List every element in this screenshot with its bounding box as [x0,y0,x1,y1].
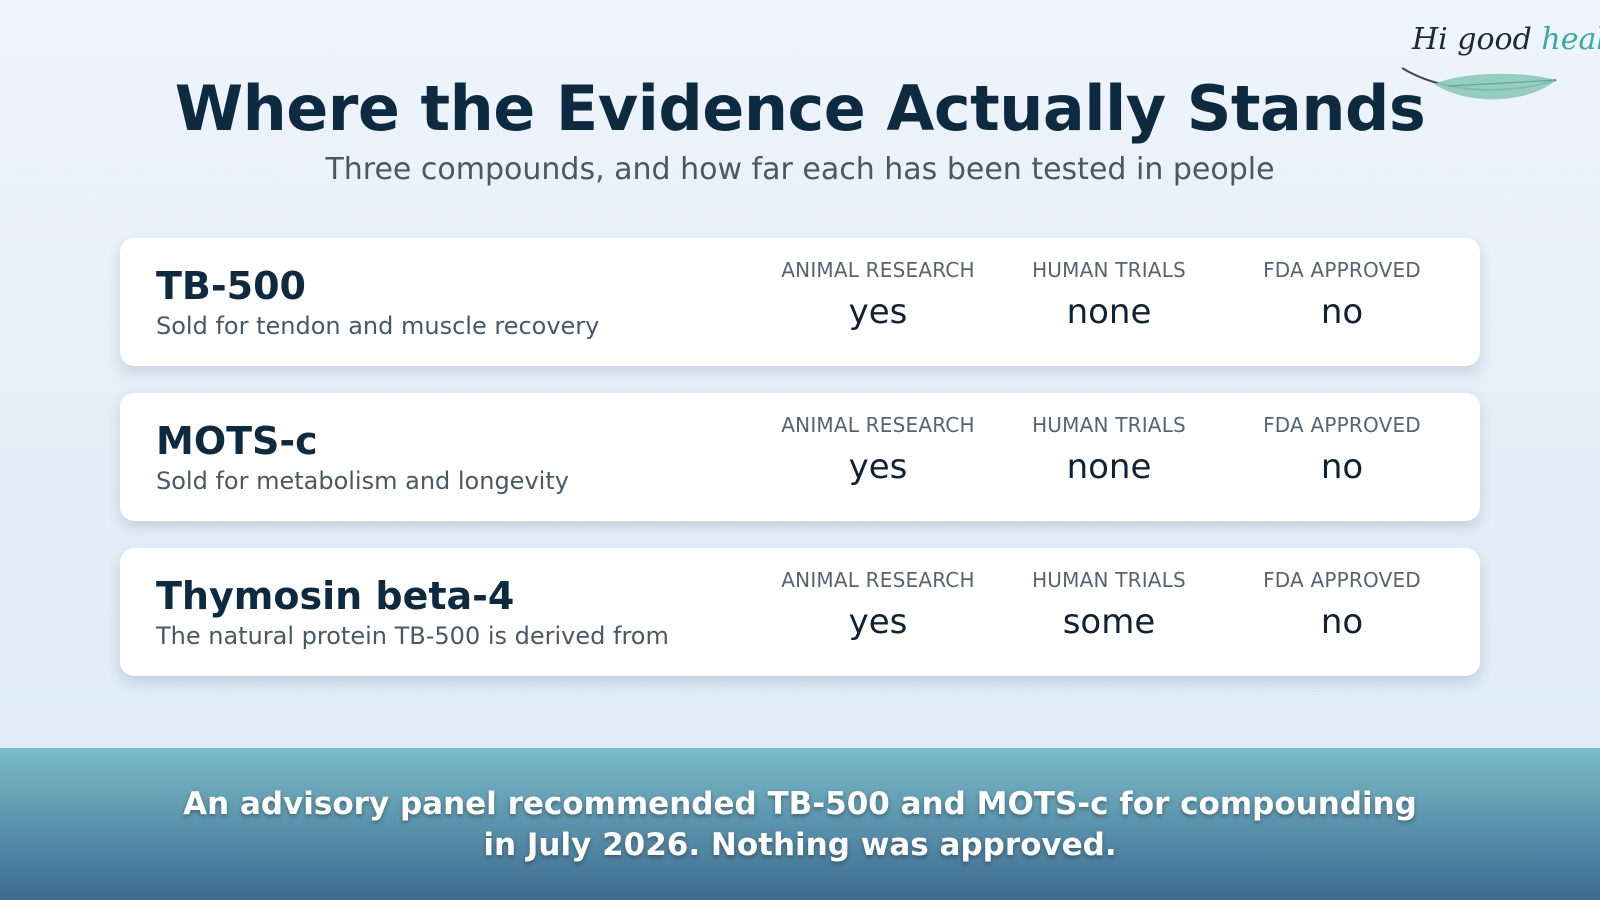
column-label: HUMAN TRIALS [1032,568,1186,592]
caption-text: An advisory panel recommended TB-500 and… [0,784,1600,866]
caption-banner: An advisory panel recommended TB-500 and… [0,748,1600,900]
animal-research-value: yes [848,447,908,487]
compound-list: TB-500 Sold for tendon and muscle recove… [120,238,1480,703]
logo-hi-text: Hi good [1412,22,1532,57]
column-label: HUMAN TRIALS [1032,413,1186,437]
caption-line-1: An advisory panel recommended TB-500 and… [183,786,1417,822]
animal-research-value: yes [848,602,908,642]
animal-research-cell: ANIMAL RESEARCH yes [763,258,993,332]
animal-research-cell: ANIMAL RESEARCH yes [763,568,993,642]
human-trials-value: some [1062,602,1156,642]
column-label: ANIMAL RESEARCH [781,258,975,282]
compound-name: MOTS-c [156,419,318,463]
fda-approved-value: no [1320,292,1364,332]
animal-research-cell: ANIMAL RESEARCH yes [763,413,993,487]
fda-approved-cell: FDA APPROVED no [1227,413,1457,487]
human-trials-cell: HUMAN TRIALS none [994,413,1224,487]
column-label: ANIMAL RESEARCH [781,413,975,437]
fda-approved-cell: FDA APPROVED no [1227,568,1457,642]
fda-approved-value: no [1320,447,1364,487]
column-label: FDA APPROVED [1263,568,1421,592]
column-label: FDA APPROVED [1263,413,1421,437]
human-trials-cell: HUMAN TRIALS none [994,258,1224,332]
logo-wordmark: Hi good health [1412,22,1600,57]
animal-research-value: yes [848,292,908,332]
human-trials-value: none [1066,447,1152,487]
compound-card-thymosin-beta-4: Thymosin beta-4 The natural protein TB-5… [120,548,1480,676]
page-subtitle: Three compounds, and how far each has be… [325,152,1275,187]
column-label: FDA APPROVED [1263,258,1421,282]
brand-logo: Hi good health [1398,18,1600,108]
compound-card-mots-c: MOTS-c Sold for metabolism and longevity… [120,393,1480,521]
caption-line-2: in July 2026. Nothing was approved. [483,827,1117,863]
compound-card-tb-500: TB-500 Sold for tendon and muscle recove… [120,238,1480,366]
compound-description: Sold for metabolism and longevity [156,467,569,495]
column-label: HUMAN TRIALS [1032,258,1186,282]
fda-approved-value: no [1320,602,1364,642]
compound-description: The natural protein TB-500 is derived fr… [156,622,669,650]
fda-approved-cell: FDA APPROVED no [1227,258,1457,332]
human-trials-value: none [1066,292,1152,332]
logo-health-text: health [1541,22,1600,57]
compound-name: Thymosin beta-4 [156,574,515,618]
leaf-logo-icon [1401,67,1557,100]
compound-name: TB-500 [156,264,306,308]
page-title: Where the Evidence Actually Stands [174,72,1426,145]
human-trials-cell: HUMAN TRIALS some [994,568,1224,642]
compound-description: Sold for tendon and muscle recovery [156,312,600,340]
column-label: ANIMAL RESEARCH [781,568,975,592]
